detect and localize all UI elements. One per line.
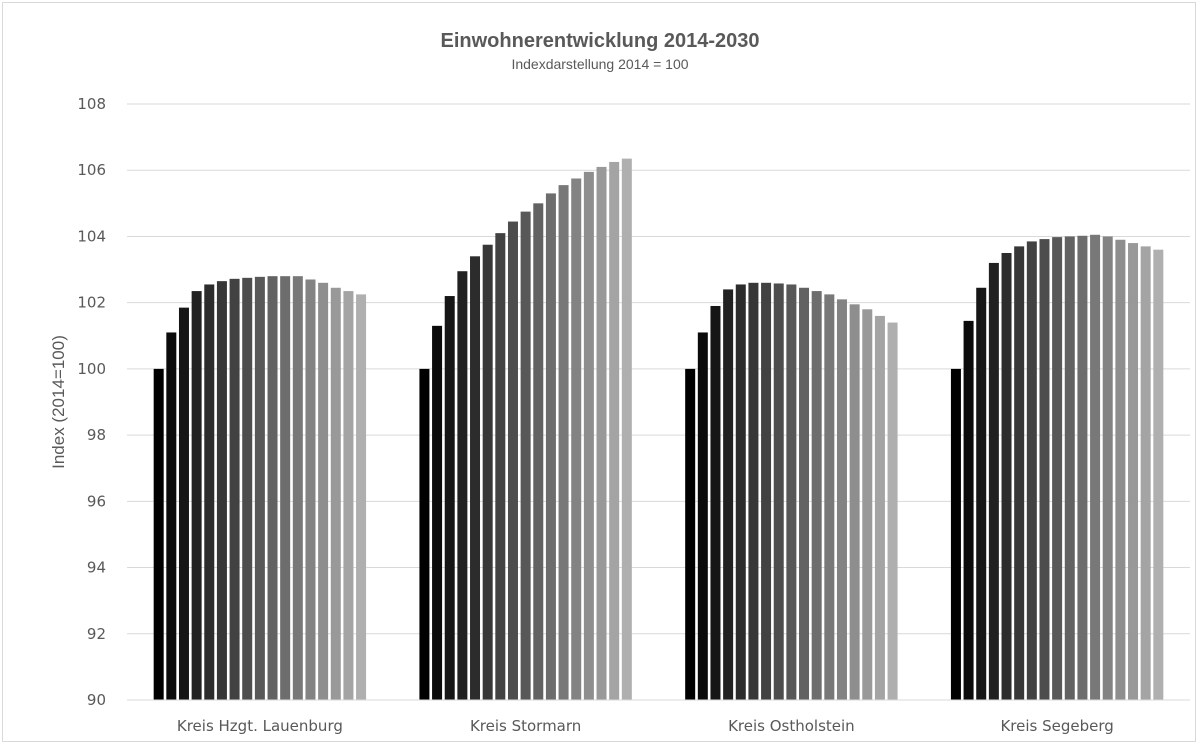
bar	[330, 287, 341, 700]
bar	[343, 291, 354, 700]
bar	[356, 294, 367, 700]
bar	[697, 332, 708, 700]
bar	[153, 368, 164, 700]
bar	[836, 299, 847, 700]
bar	[710, 305, 721, 700]
bar	[849, 304, 860, 700]
bar	[988, 262, 999, 700]
bar	[191, 291, 202, 700]
bar	[533, 203, 544, 701]
bar	[685, 368, 696, 700]
bar	[545, 193, 556, 700]
bar	[178, 307, 189, 700]
bar	[571, 178, 582, 700]
y-tick-label: 108	[77, 95, 106, 113]
x-tick-label: Kreis Ostholstein	[728, 717, 855, 735]
bar	[1077, 235, 1088, 700]
bar	[874, 315, 885, 700]
bar	[267, 276, 278, 700]
bar	[824, 294, 835, 700]
bar	[470, 256, 481, 700]
bar	[254, 276, 265, 700]
x-tick-label: Kreis Hzgt. Lauenburg	[177, 717, 343, 735]
bar	[432, 325, 443, 700]
bar	[799, 287, 810, 700]
bar	[495, 233, 506, 700]
bar	[242, 277, 253, 700]
bar	[1153, 249, 1164, 700]
bar	[558, 185, 569, 701]
bar	[583, 171, 594, 700]
bar	[1001, 253, 1012, 700]
bar	[773, 283, 784, 700]
y-tick-label: 92	[87, 625, 106, 643]
bar	[862, 309, 873, 700]
chart-title: Einwohnerentwicklung 2014-2030	[440, 30, 760, 52]
bar	[419, 368, 430, 700]
y-tick-label: 102	[77, 294, 106, 312]
bar	[1140, 246, 1151, 700]
bar	[507, 221, 518, 701]
y-tick-label: 104	[77, 227, 106, 245]
bar	[1014, 246, 1025, 700]
bar	[229, 278, 240, 700]
bar	[761, 282, 772, 700]
bar	[811, 291, 822, 700]
bar	[596, 166, 607, 700]
bar	[520, 211, 531, 700]
bar	[292, 276, 303, 700]
y-tick-label: 98	[87, 426, 106, 444]
bar	[318, 282, 329, 700]
bar	[305, 279, 316, 700]
bar	[950, 368, 961, 700]
bar	[1128, 243, 1139, 701]
bar	[1026, 241, 1037, 700]
y-tick-label: 94	[87, 559, 106, 577]
bar	[1039, 239, 1050, 701]
bar	[621, 158, 632, 701]
y-tick-label: 96	[87, 492, 106, 510]
bar	[609, 161, 620, 700]
y-tick-label: 106	[77, 161, 106, 179]
x-tick-label: Kreis Segeberg	[1000, 717, 1113, 735]
bar	[280, 276, 291, 700]
bar	[887, 322, 898, 700]
bar	[786, 284, 797, 700]
chart-subtitle: Indexdarstellung 2014 = 100	[511, 56, 689, 72]
bar	[1102, 236, 1113, 700]
x-tick-label: Kreis Stormarn	[470, 717, 581, 735]
bar	[1090, 234, 1101, 701]
bar	[166, 332, 177, 700]
y-axis-title: Index (2014=100)	[49, 335, 68, 469]
bar	[1115, 239, 1126, 700]
bar	[748, 282, 759, 700]
y-tick-label: 90	[87, 691, 106, 709]
bar	[457, 271, 468, 700]
bar	[1064, 236, 1075, 700]
bar	[444, 296, 455, 700]
bar	[723, 289, 734, 700]
y-tick-label: 100	[77, 360, 106, 378]
bar	[482, 244, 493, 700]
bar	[1052, 237, 1063, 700]
bar	[204, 284, 215, 700]
bar	[735, 284, 746, 700]
bar	[963, 320, 974, 700]
bar	[976, 287, 987, 700]
bar	[216, 281, 227, 700]
